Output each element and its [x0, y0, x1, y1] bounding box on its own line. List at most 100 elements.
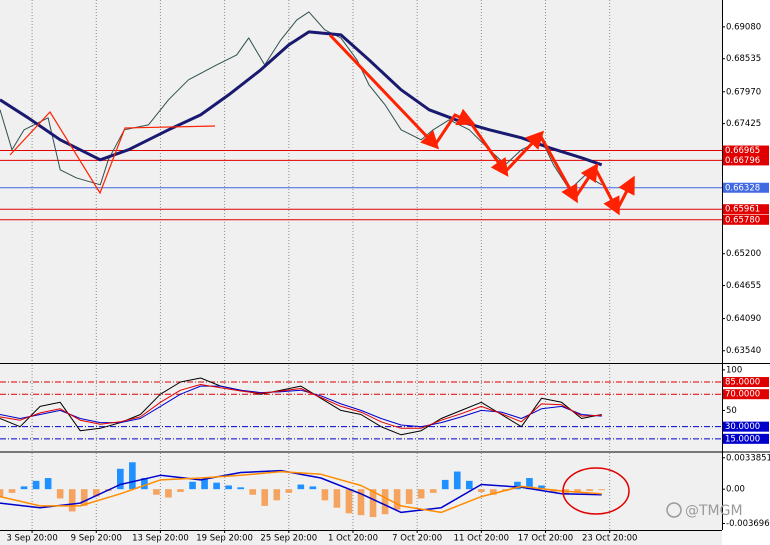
x-tick-label: 17 Oct 20:00: [518, 534, 573, 544]
histogram-bar: [309, 486, 317, 490]
histogram-bar: [514, 481, 521, 490]
y-tick-label: 0.64655: [726, 281, 761, 291]
y-tick-label: 0.69080: [726, 22, 761, 32]
watermark: @TMGM: [685, 503, 743, 519]
level-label: 0.66796: [725, 156, 760, 166]
trend-arrow: [468, 121, 509, 177]
trend-arrow: [538, 134, 578, 204]
axis-background: [722, 0, 770, 545]
histogram-bar: [141, 478, 148, 490]
histogram-bar: [586, 489, 593, 492]
histogram-bar: [92, 489, 100, 497]
x-tick-label: 3 Sep 20:00: [6, 534, 57, 544]
level-label: 0.65780: [725, 215, 760, 225]
histogram-bar: [44, 478, 52, 490]
histogram-bar: [129, 462, 136, 490]
level-label: 30.0000: [725, 422, 760, 432]
x-tick-label: 23 Oct 20:00: [582, 534, 637, 544]
histogram-bar: [20, 486, 28, 490]
level-label: 70.0000: [725, 390, 760, 400]
level-label-box: [723, 389, 769, 400]
plot-background: [0, 0, 722, 530]
histogram-bar: [441, 479, 449, 490]
series-line: [0, 30, 603, 167]
trend-arrow: [433, 108, 476, 146]
zigzag-line: [9, 111, 216, 195]
annotations: [9, 33, 635, 515]
histogram-bar: [201, 478, 208, 490]
histogram-bar: [285, 489, 293, 493]
histogram-bar: [32, 480, 40, 490]
histogram-bar: [453, 471, 461, 490]
level-label-box: [723, 377, 769, 388]
histogram-bar: [465, 480, 473, 490]
watermark-logo: [666, 502, 682, 518]
level-label-box: [723, 204, 769, 215]
x-tick-label: 7 Oct 20:00: [392, 534, 442, 544]
trend-arrow: [615, 175, 635, 211]
series-line: [0, 469, 602, 514]
histogram-bar: [321, 489, 329, 501]
histogram-bar: [165, 489, 172, 498]
level-label-box: [723, 214, 769, 225]
y-tick-label: 0.63540: [726, 346, 761, 356]
histogram-bar: [478, 489, 485, 492]
highlight-ellipse: [562, 467, 630, 515]
histogram-bar: [225, 485, 232, 490]
histogram-bar: [490, 489, 497, 495]
histogram-bar: [153, 489, 160, 495]
x-tick-label: 19 Sep 20:00: [196, 534, 253, 544]
histogram-bar: [177, 489, 184, 492]
level-label: 0.66965: [725, 146, 760, 156]
histogram-bar: [297, 484, 305, 490]
y-tick-label: 50: [726, 406, 737, 416]
histogram-bar: [405, 489, 413, 505]
y-tick-label: 0.67425: [726, 119, 761, 129]
x-tick-label: 1 Oct 20:00: [328, 534, 378, 544]
series-line: [0, 377, 602, 436]
histogram-bar: [357, 489, 365, 516]
trend-arrow: [503, 130, 545, 174]
plot: [0, 0, 722, 530]
histogram-bar: [381, 489, 389, 515]
series-line: [0, 384, 602, 429]
histogram-bar: [345, 489, 353, 514]
histogram-bar: [117, 468, 124, 490]
histogram-bar: [598, 489, 605, 491]
x-tick-label: 11 Oct 20:00: [454, 534, 509, 544]
x-tick-label: 9 Sep 20:00: [71, 534, 122, 544]
y-tick-label: 0.64090: [726, 314, 761, 324]
histogram-bar: [333, 489, 341, 508]
x-tick-label: 13 Sep 20:00: [132, 534, 189, 544]
y-tick-label: 0.65200: [726, 249, 761, 259]
level-label-box: [723, 433, 769, 444]
histogram-bar: [574, 489, 581, 493]
series-line: [0, 385, 602, 428]
histogram-bar: [429, 489, 437, 493]
histogram-bar: [417, 489, 425, 499]
histogram-bar: [249, 489, 257, 495]
histogram-bar: [261, 489, 269, 506]
histogram-bar: [526, 478, 533, 490]
histogram-bar: [273, 489, 281, 501]
level-label-box: [723, 182, 769, 193]
level-label: 85.0000: [725, 378, 760, 388]
level-label-box: [723, 155, 769, 166]
histogram-bar: [189, 481, 196, 490]
trend-arrow: [593, 167, 620, 216]
level-label: 15.0000: [725, 434, 760, 444]
level-label: 0.66328: [725, 183, 760, 193]
histogram-bar: [68, 489, 76, 512]
histogram-bar: [0, 489, 4, 497]
y-tick-label: 0.0033851: [726, 453, 770, 463]
histogram-bar: [538, 485, 545, 490]
histogram-bar: [213, 482, 220, 490]
histogram-bar: [56, 489, 64, 499]
histogram-bar: [369, 489, 377, 518]
level-label: 0.65961: [725, 205, 760, 215]
level-label-box: [723, 421, 769, 432]
histogram-bar: [80, 489, 88, 506]
y-tick-label: 0.68535: [726, 54, 761, 64]
histogram-bar: [237, 487, 244, 490]
